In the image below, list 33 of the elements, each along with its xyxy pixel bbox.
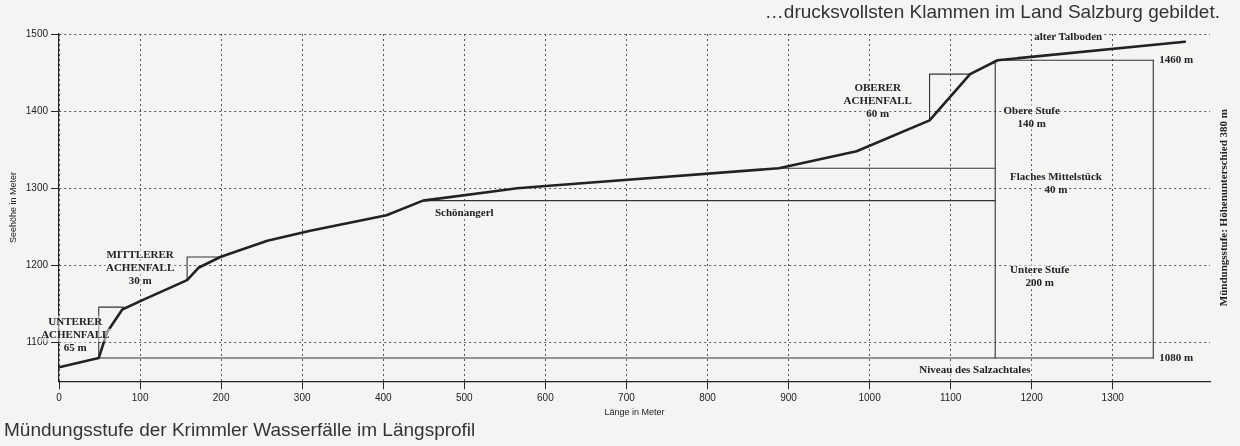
x-tick-label: 500 bbox=[455, 391, 474, 403]
y-tick-label: 1300 bbox=[25, 182, 49, 194]
x-tick-label: 300 bbox=[293, 391, 311, 403]
x-tick-label: 100 bbox=[131, 391, 149, 403]
x-tick-label: 1200 bbox=[1020, 391, 1044, 403]
annotation: 1460 m bbox=[1159, 53, 1194, 66]
annotation: MITTLERER ACHENFALL 30 m bbox=[105, 248, 175, 287]
chart-subtitle: …drucksvollsten Klammen im Land Salzburg gebildet. bbox=[763, 0, 1221, 24]
y-tick-label: 1200 bbox=[25, 259, 49, 271]
x-tick-label: 900 bbox=[780, 391, 798, 403]
y-tick-label: 1500 bbox=[25, 27, 49, 39]
annotation: Flaches Mittelstück 40 m bbox=[1010, 170, 1103, 196]
annotation: 1080 m bbox=[1159, 350, 1194, 363]
x-tick-label: 1000 bbox=[858, 391, 882, 403]
x-tick-label: 200 bbox=[212, 391, 230, 403]
y-axis-title: Seehöhe in Meter bbox=[7, 172, 18, 244]
x-tick-label: 400 bbox=[374, 391, 393, 403]
x-tick-label: 0 bbox=[56, 391, 63, 403]
annotation: Untere Stufe 200 m bbox=[1010, 262, 1070, 288]
annotation: Schönangerl bbox=[434, 205, 494, 218]
x-axis-title: Länge in Meter bbox=[604, 407, 665, 418]
x-tick-label: 600 bbox=[537, 391, 555, 403]
x-tick-label: 700 bbox=[618, 391, 636, 403]
annotation: OBERER ACHENFALL 60 m bbox=[843, 80, 912, 119]
annotation: alter Talboden bbox=[1034, 29, 1103, 42]
x-tick-label: 1100 bbox=[939, 391, 962, 403]
y-tick-label: 1400 bbox=[25, 104, 49, 116]
text: Mündungsstufe der Krimmler Wasserfälle im Längsprofil bbox=[3, 418, 477, 442]
x-tick-label: 800 bbox=[699, 391, 717, 403]
x-tick-label: 1300 bbox=[1101, 391, 1125, 403]
annotation: Obere Stufe 140 m bbox=[1003, 103, 1060, 129]
annotation: Niveau des Salzachtales bbox=[919, 363, 1032, 376]
y2-axis-title: Mündungsstufe: Höhenunterschied 380 m bbox=[1216, 109, 1229, 307]
